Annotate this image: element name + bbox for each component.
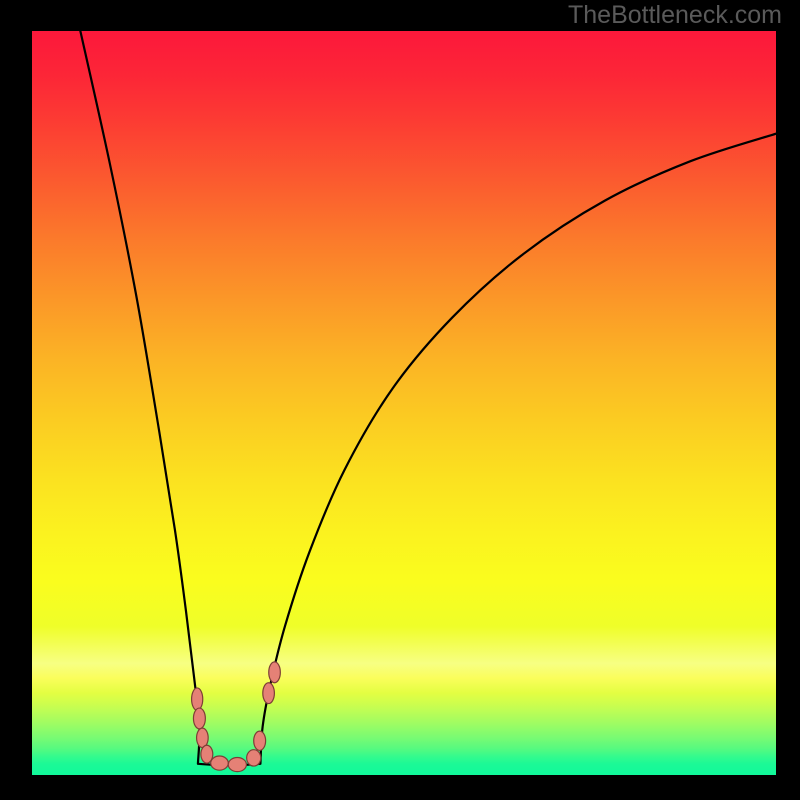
watermark-text: TheBottleneck.com xyxy=(568,1,782,30)
curve-bead xyxy=(193,708,205,729)
plot-area xyxy=(32,31,776,775)
curve-bead xyxy=(263,683,275,704)
curve-bead xyxy=(228,758,246,772)
curve-bead xyxy=(197,728,209,747)
curve-bead xyxy=(254,731,266,750)
curve-bead xyxy=(269,662,281,683)
curve-bead xyxy=(211,756,229,770)
curve-bead xyxy=(247,750,261,766)
chart-svg xyxy=(32,31,776,775)
curve-bead xyxy=(192,688,203,710)
gradient-background xyxy=(32,31,776,775)
